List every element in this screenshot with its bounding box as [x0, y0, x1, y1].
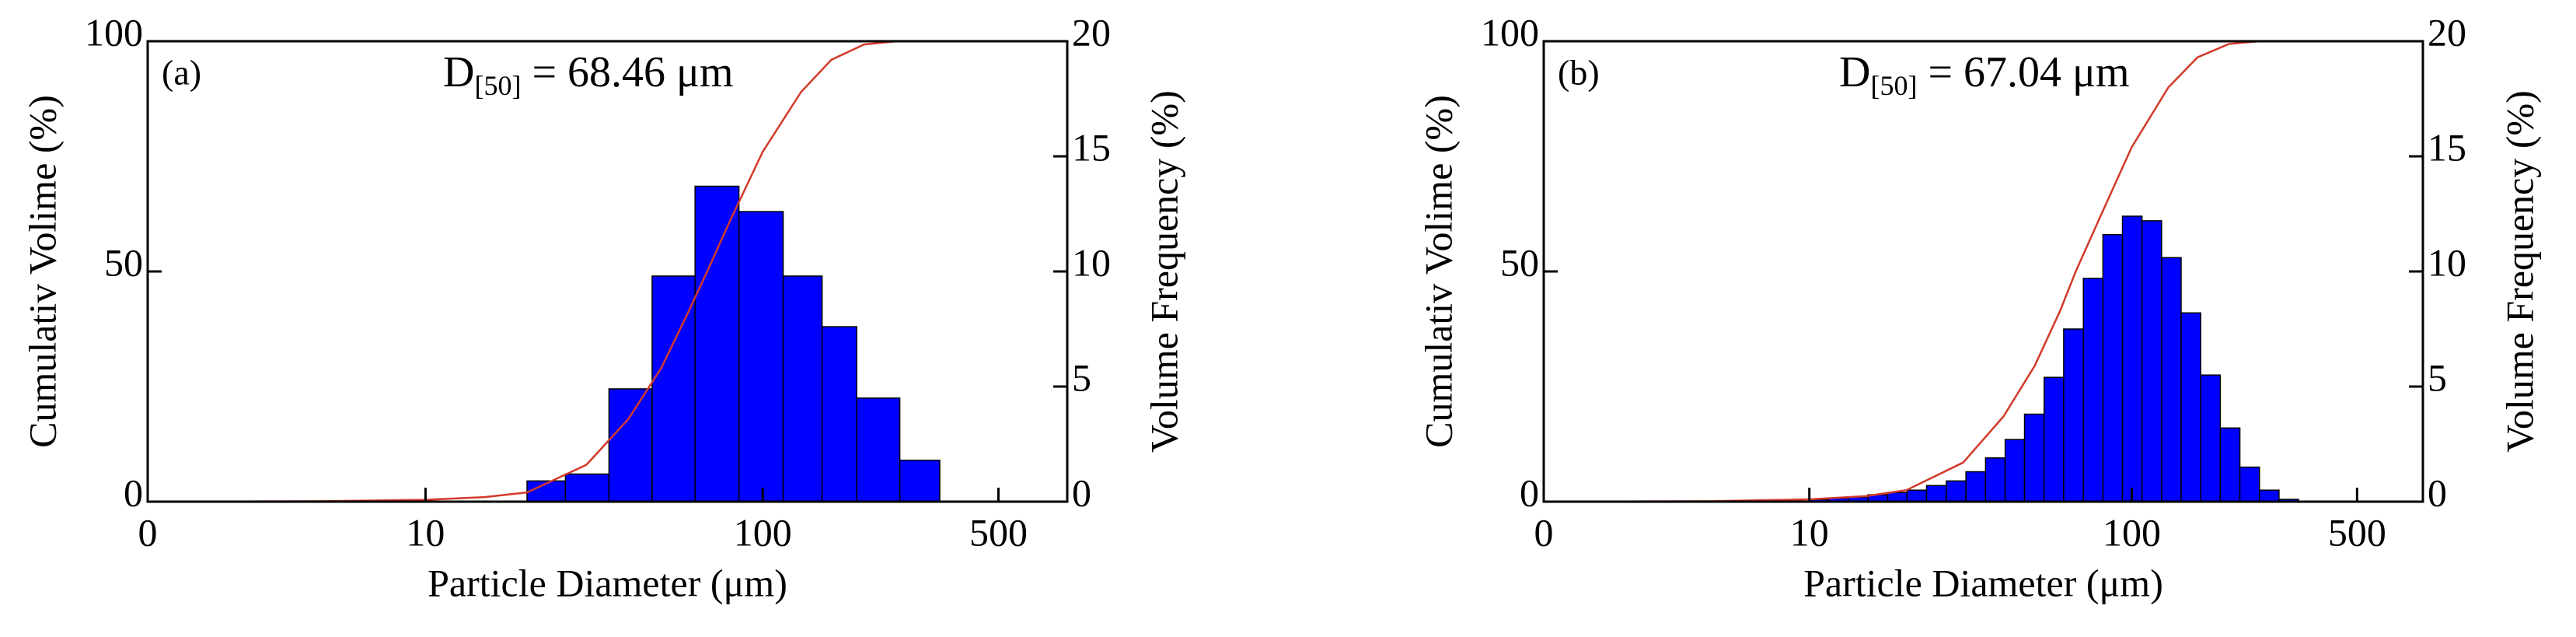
y2-axis-title: Volume Frequency (%): [2497, 90, 2541, 453]
bar: [2063, 328, 2085, 502]
bar: [899, 459, 941, 502]
bar: [2259, 489, 2280, 502]
cumulative-line: [1543, 40, 2260, 503]
bar: [694, 185, 740, 502]
y2-tick-label: 5: [1072, 355, 1091, 399]
bar: [821, 326, 857, 502]
bar: [856, 397, 901, 502]
bar: [2023, 413, 2045, 502]
panel-label: (b): [1558, 53, 1600, 93]
bar: [2219, 427, 2241, 502]
plot-frame: [1542, 40, 2424, 503]
y-tick-label: 0: [124, 471, 143, 514]
bar: [1946, 480, 1967, 502]
annotation-sub: [50]: [1870, 70, 1917, 101]
bar: [2102, 233, 2124, 502]
y-tick-label: 0: [1520, 471, 1539, 514]
y-tick-label: 100: [1481, 10, 1539, 54]
y2-axis-title: Volume Frequency (%): [1142, 90, 1185, 453]
bar: [738, 211, 784, 502]
bar: [1906, 489, 1928, 502]
annotation-sub: [50]: [474, 70, 521, 101]
x-axis-title: Particle Diameter (μm): [1803, 561, 2163, 604]
annotation: D[50] = 68.46 μm: [443, 48, 734, 101]
y2-tick-label: 20: [1072, 10, 1111, 54]
x-tick-label: 500: [969, 510, 1028, 554]
bar: [2121, 215, 2143, 502]
y-tick-label: 50: [104, 240, 143, 284]
annotation-rest: = 67.04 μm: [1928, 48, 2129, 96]
y2-tick-label: 0: [1072, 471, 1091, 514]
y2-tick-label: 10: [2428, 240, 2466, 284]
bar: [1984, 457, 2006, 502]
bar: [2004, 439, 2026, 502]
bar: [1925, 485, 1947, 502]
bar: [2239, 466, 2260, 502]
y-axis-title: Cumulativ Volime (%): [1416, 95, 1460, 448]
plot-frame: [146, 40, 1069, 503]
bar: [1887, 492, 1908, 502]
bar: [564, 473, 610, 502]
y2-tick-label: 15: [1072, 125, 1111, 169]
y-tick-label: 100: [85, 10, 143, 54]
panel-label: (a): [162, 53, 201, 93]
y2-tick-label: 0: [2428, 471, 2447, 514]
x-tick-label: 10: [406, 510, 445, 554]
x-start-label: 0: [1534, 510, 1554, 554]
bar: [2141, 220, 2162, 502]
x-tick-label: 100: [734, 510, 792, 554]
panel: 0 50 100 0 5 10 15 20 0 10 100 500 Particle Diameter…: [1416, 10, 2541, 604]
annotation-main: D: [1839, 48, 1870, 96]
x-axis-title: Particle Diameter (μm): [428, 561, 787, 604]
bar: [1965, 471, 1987, 502]
bar: [2082, 278, 2104, 502]
y2-tick-label: 15: [2428, 125, 2466, 169]
x-tick-label: 500: [2328, 510, 2386, 554]
y2-tick-label: 10: [1072, 240, 1111, 284]
x-start-label: 0: [138, 510, 158, 554]
bar: [2200, 374, 2222, 502]
y-axis-title: Cumulativ Volime (%): [20, 95, 64, 448]
bar: [782, 275, 823, 502]
cumulative-line: [147, 40, 897, 503]
bar: [2044, 376, 2065, 502]
annotation-main: D: [443, 48, 474, 96]
annotation-rest: = 68.46 μm: [532, 48, 733, 96]
y-tick-label: 50: [1500, 240, 1539, 284]
annotation: D[50] = 67.04 μm: [1839, 48, 2130, 101]
x-tick-label: 100: [2103, 510, 2161, 554]
panel: 0 50 100 0 5 10 15 20 0 10 100 500 Particle Diameter…: [20, 10, 1185, 604]
bar: [608, 388, 653, 502]
y2-tick-label: 20: [2428, 10, 2466, 54]
bar: [2161, 257, 2182, 502]
y2-tick-label: 5: [2428, 355, 2447, 399]
bar: [2180, 312, 2201, 502]
x-tick-label: 10: [1790, 510, 1829, 554]
